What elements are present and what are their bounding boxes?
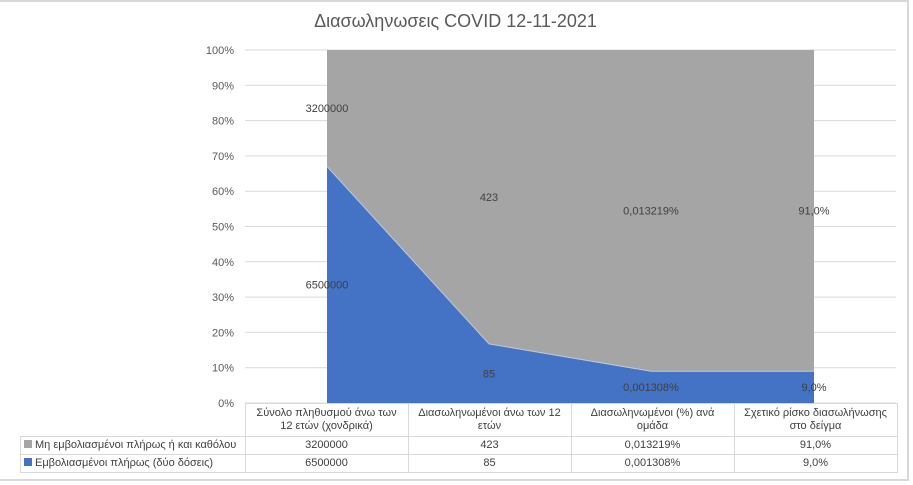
category-header: Διασωληνωμένοι άνω των 12 ετών [407, 403, 572, 437]
chart-title-text: Διασωληνωσεις COVID 12-11-2021 [314, 11, 597, 31]
y-tick-label: 50% [212, 222, 234, 234]
y-tick-label: 80% [212, 116, 234, 128]
data-table-row-unvaccinated: Μη εμβολιασμένοι πλήρως ή και καθόλου 32… [20, 436, 898, 455]
legend-item-vaccinated: Εμβολιασμένοι πλήρως (δύο δόσεις) [20, 454, 246, 473]
table-cell: 423 [407, 436, 572, 455]
y-tick-label: 70% [212, 151, 234, 163]
legend-swatch-gray [24, 440, 32, 448]
y-tick-label: 20% [212, 327, 234, 339]
data-label: 9,0% [801, 382, 826, 394]
table-cell: 85 [407, 454, 572, 473]
data-label: 3200000 [306, 103, 349, 115]
data-label: 423 [480, 192, 498, 204]
data-label: 6500000 [306, 280, 349, 292]
data-label: 0,013219% [623, 206, 679, 218]
table-cell: 3200000 [244, 436, 409, 455]
table-cell: 0,001308% [570, 454, 735, 473]
y-tick-label: 40% [212, 257, 234, 269]
y-tick-label: 30% [212, 292, 234, 304]
data-label: 85 [483, 368, 495, 380]
table-cell: 6500000 [244, 454, 409, 473]
table-cell: 9,0% [733, 454, 898, 473]
legend-swatch-blue [24, 458, 32, 466]
chart-title: Διασωληνωσεις COVID 12-11-2021 [0, 11, 913, 32]
y-tick-label: 60% [212, 186, 234, 198]
area-vaccinated [327, 166, 814, 403]
data-label: 0,001308% [623, 382, 679, 394]
data-table-header-row: Σύνολο πληθυσμού άνω των 12 ετών (χονδρικ… [20, 403, 898, 437]
category-header: Σχετικό ρίσκο διασωλήνωσης στο δείγμα [733, 403, 898, 437]
y-tick-label: 10% [212, 363, 234, 375]
legend-item-unvaccinated: Μη εμβολιασμένοι πλήρως ή και καθόλου [20, 436, 246, 455]
category-header: Διασωληνωμένοι (%) ανά ομάδα [570, 403, 735, 437]
y-tick-label: 90% [212, 80, 234, 92]
table-cell: 91,0% [733, 436, 898, 455]
category-header: Σύνολο πληθυσμού άνω των 12 ετών (χονδρικ… [244, 403, 409, 437]
data-table-corner [20, 403, 246, 437]
data-table: Σύνολο πληθυσμού άνω των 12 ετών (χονδρικ… [20, 403, 898, 473]
y-tick-label: 100% [206, 45, 234, 57]
table-cell: 0,013219% [570, 436, 735, 455]
data-table-row-vaccinated: Εμβολιασμένοι πλήρως (δύο δόσεις) 650000… [20, 454, 898, 473]
data-label: 91,0% [798, 206, 829, 218]
